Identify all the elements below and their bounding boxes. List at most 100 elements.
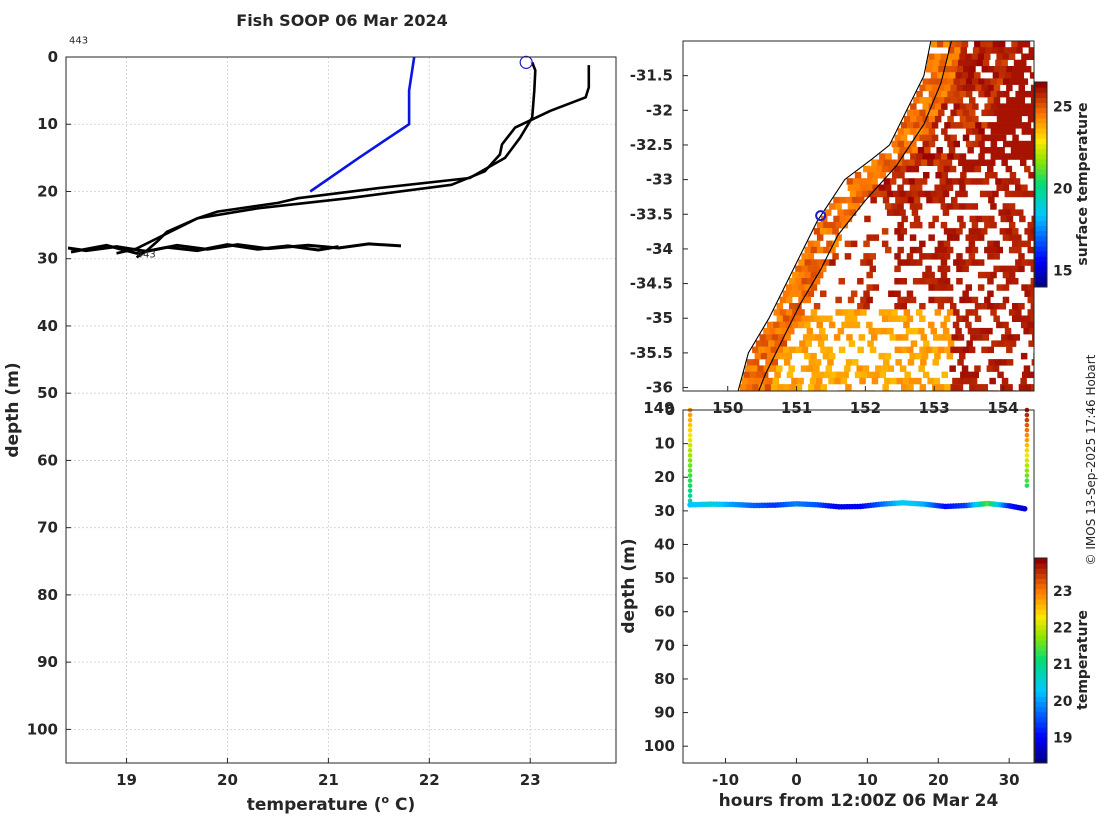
- sst-cell: [912, 165, 920, 173]
- sst-cell: [763, 327, 770, 335]
- colorbar-segment: [1035, 117, 1047, 124]
- sst-cell: [1002, 184, 1010, 191]
- sst-cell: [1015, 259, 1022, 266]
- sst-cell: [979, 147, 987, 154]
- sst-cell: [897, 153, 905, 160]
- sst-cell: [885, 153, 892, 160]
- sst-cell: [934, 115, 942, 123]
- sst-cell: [1030, 290, 1034, 297]
- sst-cell: [964, 59, 971, 67]
- sst-cell: [801, 315, 808, 322]
- sst-cell: [795, 315, 802, 322]
- sst-cell: [913, 196, 921, 204]
- sst-cell: [776, 315, 784, 322]
- sst-cell: [942, 209, 950, 216]
- sst-cell: [1015, 78, 1022, 85]
- sst-cell: [1015, 90, 1022, 98]
- sst-cell: [934, 184, 941, 191]
- sst-cell: [986, 327, 993, 335]
- map-x-tick-label: 152: [850, 399, 881, 417]
- sst-cell: [922, 103, 929, 110]
- sst-cell: [1007, 178, 1015, 185]
- ts-y-tick-label: 10: [654, 435, 675, 453]
- sst-cell: [820, 228, 827, 235]
- sst-cell: [939, 334, 946, 341]
- sst-cell: [904, 371, 911, 379]
- sst-cell: [977, 284, 985, 291]
- vessel-position-marker: [815, 210, 827, 222]
- sst-cell: [1003, 78, 1010, 85]
- sst-cell: [987, 122, 994, 129]
- sst-cell: [972, 103, 979, 110]
- sst-cell: [907, 384, 914, 391]
- sst-cell: [864, 215, 871, 223]
- sst-cell: [888, 290, 895, 297]
- sst-cell: [767, 321, 774, 329]
- sst-cell: [933, 377, 941, 385]
- sst-cell: [937, 72, 944, 79]
- sst-cell: [993, 303, 1000, 310]
- sst-cell: [955, 41, 962, 48]
- sst-cell: [974, 228, 982, 235]
- sst-cell: [1008, 53, 1016, 60]
- sst-cell: [847, 321, 854, 329]
- sst-cell: [980, 327, 987, 335]
- profile-frame: [65, 56, 617, 764]
- sst-cell: [846, 334, 853, 341]
- sst-cell: [878, 184, 886, 191]
- sst-cell: [962, 315, 969, 322]
- sst-cell: [979, 190, 987, 198]
- sst-cell: [975, 84, 982, 92]
- sst-cell: [960, 47, 967, 54]
- sst-cell: [968, 165, 975, 173]
- sst-cell: [952, 377, 959, 385]
- sst-cell: [852, 359, 859, 366]
- sst-cell: [923, 172, 930, 179]
- sst-cell: [909, 221, 917, 229]
- sst-cell: [795, 346, 802, 354]
- sst-cell: [1018, 66, 1026, 73]
- colorbar-segment: [1035, 604, 1047, 610]
- sst-cell: [920, 334, 928, 341]
- sst-cell: [906, 290, 914, 297]
- sst-cell: [899, 190, 906, 198]
- sst-cell: [789, 346, 796, 354]
- sst-cell: [816, 234, 824, 241]
- sst-cell: [1012, 109, 1019, 117]
- sst-cell: [895, 196, 902, 204]
- sst-cell: [945, 334, 952, 341]
- sst-cell: [860, 296, 867, 304]
- sst-cell: [934, 309, 942, 316]
- sst-cell: [899, 147, 906, 154]
- sst-cell: [866, 271, 873, 279]
- sst-cell: [1016, 47, 1023, 54]
- sst-cell: [1027, 296, 1034, 304]
- sst-cell: [972, 78, 979, 85]
- sst-cell: [943, 315, 951, 322]
- sst-cell: [826, 240, 833, 248]
- sst-cell: [897, 221, 904, 229]
- sst-cell: [841, 221, 849, 229]
- colorbar-segment: [1035, 112, 1047, 119]
- sst-cell: [863, 253, 870, 260]
- y-tick-label: 40: [37, 317, 58, 335]
- colorbar-segment: [1035, 609, 1047, 615]
- sst-cell: [990, 203, 997, 210]
- sst-cell: [913, 134, 920, 142]
- colorbar-segment: [1035, 583, 1047, 590]
- colorbar-segment: [1035, 133, 1047, 139]
- sst-cell: [996, 90, 1004, 98]
- sst-cell: [1006, 359, 1014, 366]
- sst-cell: [896, 377, 903, 385]
- sst-cell: [816, 221, 824, 229]
- sst-cell: [992, 147, 999, 154]
- sst-cell: [760, 377, 767, 385]
- sst-cell: [950, 97, 957, 104]
- sst-cell: [783, 346, 790, 354]
- sst-cell: [993, 265, 1000, 273]
- sst-cell: [934, 53, 941, 60]
- colorbar-segment: [1035, 588, 1047, 595]
- sst-cell: [933, 334, 940, 341]
- sst-cell: [751, 365, 758, 372]
- map-colorbar-tick: 15: [1053, 264, 1072, 280]
